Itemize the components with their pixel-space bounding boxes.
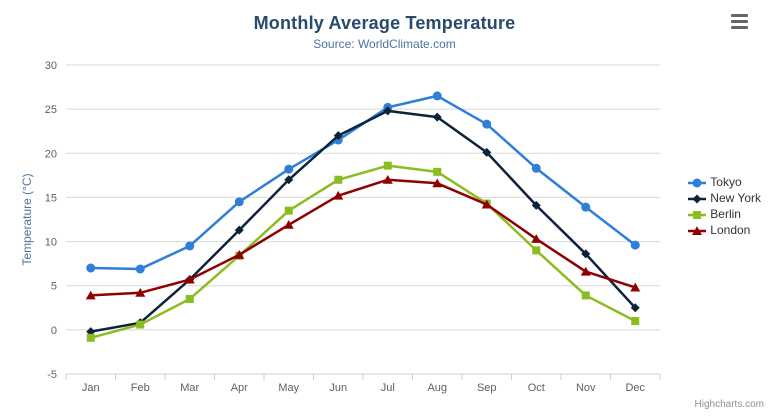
series-marker-london bbox=[184, 274, 195, 284]
square-marker-icon bbox=[688, 210, 707, 219]
series-marker-new-york bbox=[333, 131, 343, 141]
x-axis-label: Feb bbox=[131, 382, 150, 394]
series-marker-new-york bbox=[630, 303, 640, 313]
series-marker-berlin bbox=[433, 167, 442, 176]
x-axis-label: May bbox=[278, 382, 299, 394]
series-marker-berlin bbox=[334, 175, 343, 184]
chart-legend: Tokyo New York Berlin London bbox=[688, 176, 761, 237]
legend-item-berlin[interactable]: Berlin bbox=[688, 208, 761, 221]
y-axis-label: -5 bbox=[47, 369, 57, 381]
hamburger-icon[interactable] bbox=[731, 14, 748, 29]
series-marker-london bbox=[382, 174, 393, 184]
series-line-berlin bbox=[89, 164, 637, 340]
series-marker-tokyo bbox=[432, 91, 442, 101]
series-marker-tokyo bbox=[284, 164, 294, 174]
hamburger-bar bbox=[731, 20, 748, 23]
y-axis-label: 25 bbox=[45, 104, 57, 116]
y-axis-label: 5 bbox=[51, 281, 57, 293]
series-marker-london bbox=[432, 178, 443, 188]
series-marker-tokyo bbox=[135, 264, 145, 274]
series-marker-berlin bbox=[581, 291, 590, 300]
series-marker-new-york bbox=[284, 175, 294, 185]
series-marker-london bbox=[333, 190, 344, 200]
series-marker-berlin bbox=[383, 161, 392, 170]
series-marker-berlin bbox=[532, 246, 541, 255]
series-marker-new-york bbox=[383, 106, 393, 116]
legend-label-tokyo: Tokyo bbox=[710, 175, 742, 189]
chart-subtitle: Source: WorldClimate.com bbox=[313, 37, 456, 51]
series-marker-london bbox=[85, 290, 96, 300]
diamond-marker-icon bbox=[688, 194, 707, 203]
y-axis-label: 10 bbox=[45, 237, 57, 249]
series-marker-tokyo bbox=[234, 197, 244, 207]
series-marker-tokyo bbox=[482, 119, 492, 129]
series-marker-london bbox=[531, 234, 542, 243]
series-line-london bbox=[89, 178, 637, 297]
hamburger-bar bbox=[731, 26, 748, 29]
series-marker-london bbox=[630, 282, 641, 292]
triangle-marker-icon bbox=[688, 225, 707, 235]
series-line-tokyo bbox=[89, 94, 637, 271]
y-axis-label: 30 bbox=[45, 60, 57, 72]
series-marker-tokyo bbox=[630, 240, 640, 250]
series-marker-tokyo bbox=[581, 202, 591, 212]
hamburger-bar bbox=[731, 14, 748, 17]
series-marker-tokyo bbox=[531, 163, 541, 173]
highcharts-credit[interactable]: Highcharts.com bbox=[694, 399, 764, 410]
series-marker-london bbox=[481, 199, 492, 209]
legend-label-berlin: Berlin bbox=[710, 207, 741, 221]
legend-item-new-york[interactable]: New York bbox=[688, 192, 761, 205]
y-axis-label: 0 bbox=[51, 325, 57, 337]
series-marker-london bbox=[580, 266, 591, 276]
y-axis-label: 20 bbox=[45, 148, 57, 160]
y-axis-label: 15 bbox=[45, 192, 57, 204]
x-axis-label: Mar bbox=[180, 382, 199, 394]
x-axis-label: Jul bbox=[381, 382, 395, 394]
series-marker-berlin bbox=[185, 294, 194, 303]
series-marker-berlin bbox=[86, 333, 95, 342]
circle-marker-icon bbox=[688, 178, 707, 187]
series-marker-berlin bbox=[631, 317, 640, 326]
legend-item-tokyo[interactable]: Tokyo bbox=[688, 176, 761, 189]
series-marker-tokyo bbox=[86, 263, 96, 273]
x-axis-label: Oct bbox=[528, 382, 545, 394]
series-marker-new-york bbox=[531, 200, 541, 210]
series-marker-london bbox=[135, 287, 146, 297]
chart-title: Monthly Average Temperature bbox=[253, 13, 516, 33]
x-axis-label: Aug bbox=[427, 382, 447, 394]
series-marker-new-york bbox=[234, 225, 244, 235]
series-marker-new-york bbox=[482, 147, 492, 157]
legend-item-london[interactable]: London bbox=[688, 224, 761, 237]
x-axis-label: Dec bbox=[625, 382, 645, 394]
legend-label-london: London bbox=[710, 223, 751, 237]
series-marker-berlin bbox=[284, 206, 293, 215]
y-axis-title: Temperature (°C) bbox=[20, 173, 34, 265]
series-marker-london bbox=[234, 250, 245, 259]
legend-label-new-york: New York bbox=[710, 191, 761, 205]
x-axis-label: Nov bbox=[576, 382, 596, 394]
series-line-new-york bbox=[89, 109, 637, 333]
series-marker-tokyo bbox=[185, 241, 195, 251]
x-axis-label: Apr bbox=[231, 382, 248, 394]
series-marker-new-york bbox=[432, 112, 442, 122]
x-axis-label: Sep bbox=[477, 382, 497, 394]
series-marker-new-york bbox=[581, 249, 591, 259]
series-marker-london bbox=[283, 219, 294, 229]
x-axis-label: Jun bbox=[329, 382, 347, 394]
series-marker-berlin bbox=[136, 320, 145, 329]
x-axis-label: Jan bbox=[82, 382, 100, 394]
